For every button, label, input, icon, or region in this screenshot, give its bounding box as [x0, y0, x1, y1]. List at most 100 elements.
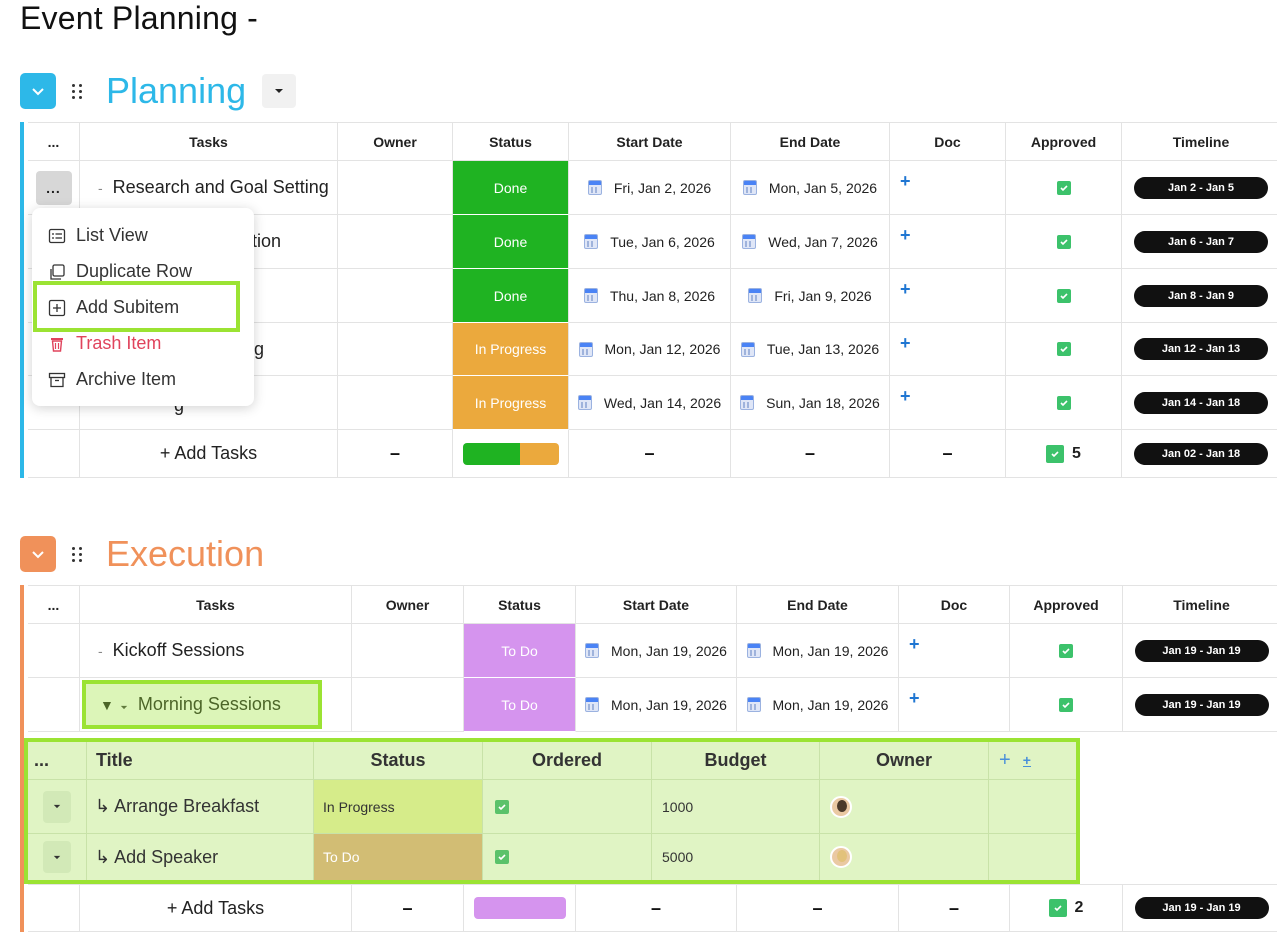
owner-cell[interactable]	[338, 161, 453, 215]
end-date-cell[interactable]: Sun, Jan 18, 2026	[731, 376, 890, 430]
menu-item-add-subitem[interactable]: Add Subitem	[48, 297, 179, 318]
menu-item-trash-item[interactable]: Trash Item	[48, 333, 161, 354]
status-cell[interactable]: To Do	[464, 624, 576, 678]
add-doc-button[interactable]: +	[900, 333, 911, 353]
status-cell[interactable]: In Progress	[453, 323, 569, 376]
add-doc-button[interactable]: +	[900, 225, 911, 245]
end-date-cell[interactable]: Wed, Jan 7, 2026	[731, 215, 890, 269]
timeline-pill[interactable]: Jan 19 - Jan 19	[1134, 639, 1269, 662]
add-tasks-button[interactable]: + Add Tasks	[159, 443, 258, 463]
add-doc-button[interactable]: +	[900, 386, 911, 406]
add-doc-button[interactable]: +	[909, 634, 920, 654]
avatar[interactable]	[830, 846, 852, 868]
group-menu-button[interactable]	[262, 74, 297, 108]
owner-cell[interactable]	[338, 215, 453, 269]
col-doc-header[interactable]: Doc	[890, 122, 1006, 161]
subitem-owner-cell[interactable]	[820, 834, 989, 880]
col-approved-header[interactable]: Approved	[1010, 585, 1123, 624]
start-date-cell[interactable]: Thu, Jan 8, 2026	[569, 269, 731, 323]
timeline-pill[interactable]: Jan 14 - Jan 18	[1134, 391, 1268, 414]
end-date-cell[interactable]: Mon, Jan 19, 2026	[737, 624, 899, 678]
checkbox-checked-icon[interactable]	[1059, 697, 1073, 712]
col-tasks-header[interactable]: Tasks	[80, 585, 352, 624]
expand-triangle-icon[interactable]: ▼	[100, 696, 114, 713]
col-tasks-header[interactable]: Tasks	[80, 122, 338, 161]
subitem-title-cell[interactable]: ↳ Arrange Breakfast	[87, 780, 314, 834]
add-tasks-button[interactable]: + Add Tasks	[166, 897, 265, 918]
sub-col-title[interactable]: Title	[87, 742, 314, 780]
checkbox-checked-icon[interactable]	[1056, 180, 1071, 195]
col-status-header[interactable]: Status	[464, 585, 576, 624]
task-cell[interactable]: - Kickoff Sessions	[80, 624, 352, 678]
status-cell[interactable]: In Progress	[453, 376, 569, 430]
sub-col-status[interactable]: Status	[314, 742, 483, 780]
add-doc-button[interactable]: +	[900, 279, 911, 299]
checkbox-checked-icon[interactable]	[1056, 288, 1071, 303]
col-start-header[interactable]: Start Date	[569, 122, 731, 161]
execution-collapse-button[interactable]	[20, 536, 56, 572]
checkbox-checked-icon[interactable]	[1056, 234, 1071, 249]
owner-cell[interactable]	[352, 678, 464, 732]
col-timeline-header[interactable]: Timeline	[1123, 585, 1277, 624]
start-date-cell[interactable]: Tue, Jan 6, 2026	[569, 215, 731, 269]
checkbox-checked-icon[interactable]	[1056, 342, 1071, 356]
task-cell[interactable]: ▼ Morning Sessions	[80, 678, 352, 732]
group-name-execution[interactable]: Execution	[106, 533, 265, 574]
subitem-owner-cell[interactable]	[820, 780, 989, 834]
end-date-cell[interactable]: Mon, Jan 19, 2026	[737, 678, 899, 732]
col-approved-header[interactable]: Approved	[1006, 122, 1122, 161]
add-doc-button[interactable]: +	[900, 171, 911, 191]
checkbox-checked-icon[interactable]	[1059, 643, 1073, 658]
col-start-header[interactable]: Start Date	[576, 585, 737, 624]
subitem-budget-cell[interactable]: 5000	[652, 834, 820, 880]
owner-cell[interactable]	[352, 624, 464, 678]
menu-item-duplicate-row[interactable]: Duplicate Row	[48, 261, 192, 282]
status-cell[interactable]: Done	[453, 269, 569, 323]
end-date-cell[interactable]: Mon, Jan 5, 2026	[731, 161, 890, 215]
checkbox-checked-icon[interactable]	[1056, 395, 1071, 410]
end-date-cell[interactable]: Tue, Jan 13, 2026	[731, 323, 890, 376]
row-more-button[interactable]: ...	[35, 170, 72, 205]
start-date-cell[interactable]: Wed, Jan 14, 2026	[569, 376, 731, 430]
subitem-caret-button[interactable]	[43, 790, 71, 823]
col-owner-header[interactable]: Owner	[338, 122, 453, 161]
status-distribution-bar[interactable]	[473, 897, 566, 919]
col-status-header[interactable]: Status	[453, 122, 569, 161]
subitem-caret-button[interactable]	[43, 841, 71, 873]
add-doc-button[interactable]: +	[909, 688, 920, 708]
col-doc-header[interactable]: Doc	[899, 585, 1010, 624]
subitem-budget-cell[interactable]: 1000	[652, 780, 820, 834]
start-date-cell[interactable]: Mon, Jan 19, 2026	[576, 678, 737, 732]
sub-col-owner[interactable]: Owner	[820, 742, 989, 780]
subitem-status-cell[interactable]: In Progress	[314, 780, 483, 834]
add-column-icon[interactable]: +	[999, 749, 1011, 771]
checkbox-checked-icon[interactable]	[495, 799, 509, 814]
planning-collapse-button[interactable]	[20, 73, 56, 109]
start-date-cell[interactable]: Mon, Jan 12, 2026	[569, 323, 731, 376]
col-timeline-header[interactable]: Timeline	[1122, 122, 1277, 161]
drag-handle-icon[interactable]	[72, 82, 86, 100]
timeline-pill[interactable]: Jan 19 - Jan 19	[1134, 693, 1269, 716]
owner-cell[interactable]	[338, 269, 453, 323]
timeline-pill[interactable]: Jan 8 - Jan 9	[1134, 284, 1268, 307]
status-cell[interactable]: Done	[453, 161, 569, 215]
menu-item-list-view[interactable]: List View	[48, 225, 148, 246]
timeline-pill[interactable]: Jan 6 - Jan 7	[1134, 230, 1268, 253]
add-column-shortcut-icon[interactable]: +	[1022, 752, 1031, 768]
col-owner-header[interactable]: Owner	[352, 585, 464, 624]
avatar[interactable]	[830, 795, 852, 818]
end-date-cell[interactable]: Fri, Jan 9, 2026	[731, 269, 890, 323]
col-end-header[interactable]: End Date	[737, 585, 899, 624]
owner-cell[interactable]	[338, 376, 453, 430]
menu-item-archive-item[interactable]: Archive Item	[48, 369, 176, 390]
sub-col-ordered[interactable]: Ordered	[483, 742, 652, 780]
status-distribution-bar[interactable]	[462, 442, 559, 465]
status-cell[interactable]: To Do	[464, 678, 576, 732]
subitem-status-cell[interactable]: To Do	[314, 834, 483, 880]
col-end-header[interactable]: End Date	[731, 122, 890, 161]
start-date-cell[interactable]: Mon, Jan 19, 2026	[576, 624, 737, 678]
owner-cell[interactable]	[338, 323, 453, 376]
timeline-pill[interactable]: Jan 12 - Jan 13	[1134, 338, 1268, 360]
task-cell[interactable]: - Research and Goal Setting	[80, 161, 338, 215]
status-cell[interactable]: Done	[453, 215, 569, 269]
